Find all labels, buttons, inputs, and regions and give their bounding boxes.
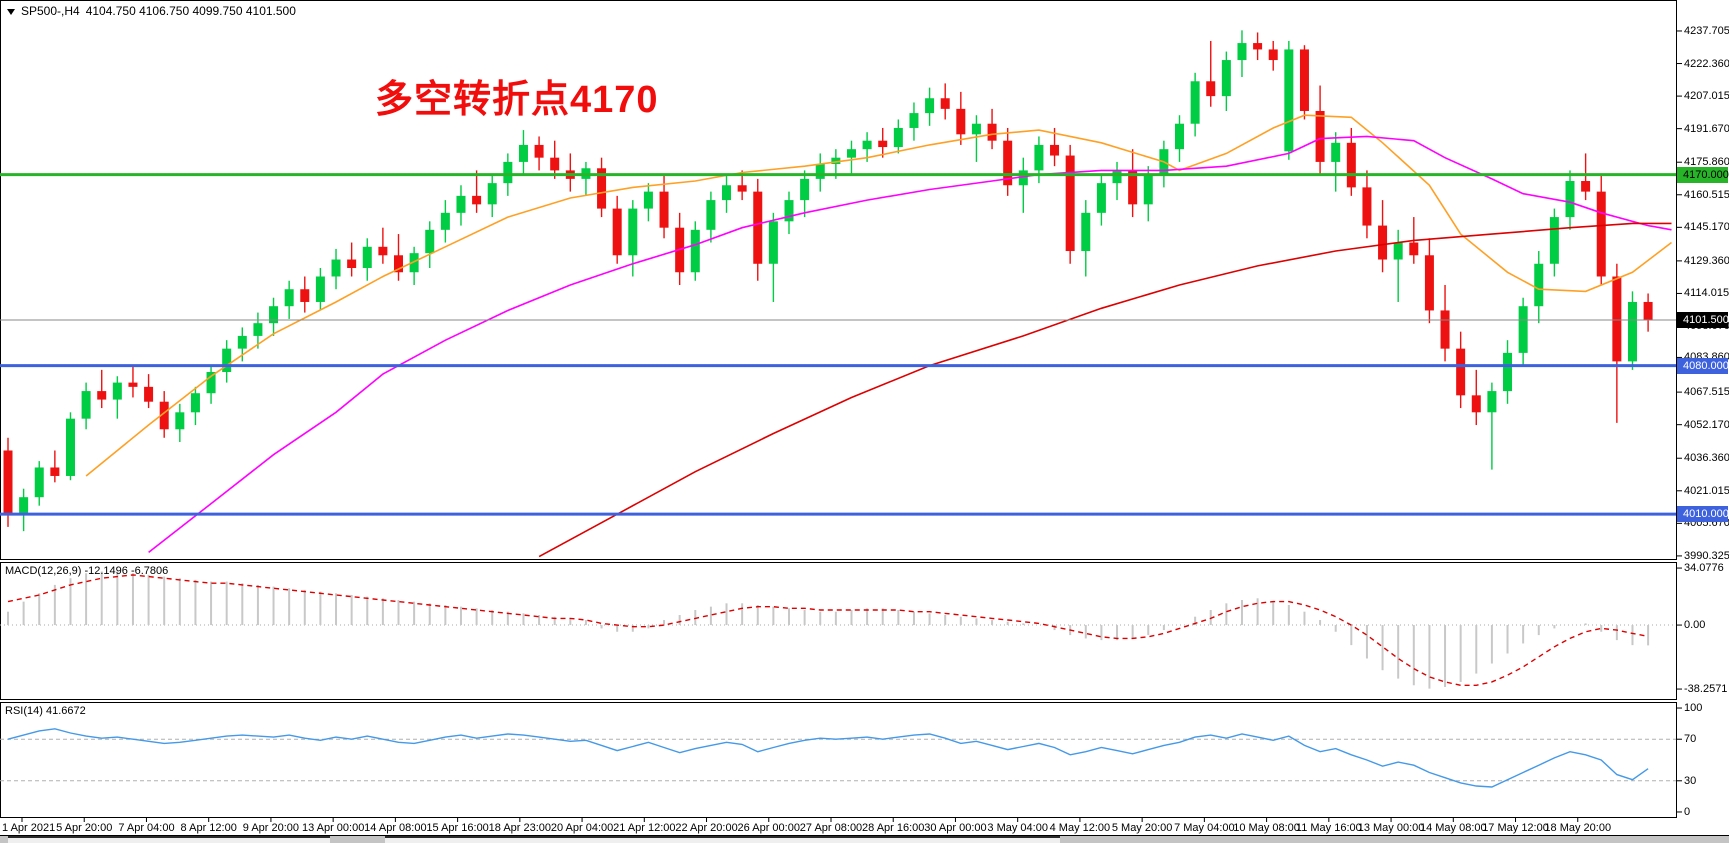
time-tick-label: 10 May 08:00 (1233, 822, 1300, 834)
ma-medium-magenta (148, 135, 1672, 554)
price-tick-label: 4067.515 (1684, 386, 1729, 399)
macd-indicator-label: MACD(12,26,9) -12.1496 -6.7806 (5, 565, 169, 577)
time-tick-label: 14 May 08:00 (1419, 822, 1487, 834)
macd-tick-label: 34.0776 (1684, 562, 1724, 575)
price-tick-label: 4114.015 (1684, 287, 1729, 300)
price-tick-label: 3990.325 (1684, 549, 1729, 562)
time-tick-label: 20 Apr 04:00 (550, 822, 614, 834)
time-tick-label: 7 May 04:00 (1174, 822, 1235, 834)
taskbar-button-edge (385, 836, 1060, 843)
time-tick-label: 8 Apr 12:00 (180, 822, 237, 834)
hline-price-label: 4170.000 (1677, 166, 1729, 183)
rsi-tick-label: 30 (1684, 774, 1697, 787)
time-tick-label: 22 Apr 20:00 (675, 822, 738, 834)
time-tick-label: 15 Apr 16:00 (426, 822, 489, 834)
time-tick-label: 5 Apr 20:00 (56, 822, 113, 834)
price-tick-label: 4222.360 (1684, 57, 1729, 70)
price-tick-label: 4036.360 (1684, 452, 1729, 465)
time-tick-label: 13 Apr 00:00 (301, 822, 365, 834)
current-price-label: 4101.500 (1677, 312, 1729, 328)
price-tick-label: 4191.670 (1684, 122, 1729, 135)
symbol-label: SP500-,H4 (21, 4, 80, 18)
time-tick-label: 18 Apr 23:00 (488, 822, 552, 834)
price-tick-label: 4160.515 (1684, 188, 1729, 201)
rsi-tick-label: 100 (1684, 702, 1703, 715)
rsi-tick-label: 0 (1684, 805, 1691, 818)
time-tick-label: 28 Apr 16:00 (862, 822, 925, 834)
ohlc-values: 4104.750 4106.750 4099.750 4101.500 (85, 4, 296, 18)
hline-price-label: 4080.000 (1677, 357, 1729, 374)
price-tick-label: 4129.360 (1684, 254, 1729, 267)
time-tick-label: 14 Apr 08:00 (364, 822, 427, 834)
price-tick-label: 4021.015 (1684, 484, 1729, 497)
time-tick-label: 9 Apr 20:00 (242, 822, 300, 834)
time-tick-label: 17 May 12:00 (1482, 822, 1549, 834)
time-tick-label: 30 Apr 00:00 (924, 822, 987, 834)
taskbar-edge (0, 836, 1729, 843)
chart-annotation-text: 多空转折点4170 (375, 79, 659, 121)
time-tick-label: 3 May 04:00 (987, 822, 1048, 834)
time-tick-label: 18 May 20:00 (1544, 822, 1612, 834)
macd-tick-label: 0.00 (1684, 619, 1706, 632)
price-tick-label: 4175.860 (1684, 156, 1729, 169)
hline-price-label: 4010.000 (1677, 506, 1729, 523)
rsi-indicator-label: RSI(14) 41.6672 (5, 705, 86, 717)
price-tick-label: 4052.170 (1684, 418, 1729, 431)
time-axis[interactable]: 1 Apr 2021 5 Apr 20:00 7 Apr 04:00 8 Apr 12… (0, 818, 1729, 836)
price-tick-label: 4237.705 (1684, 24, 1729, 37)
price-axis[interactable]: 4237.705 4222.360 4207.015 4191.670 4175.860… (1676, 0, 1729, 818)
time-tick-label: 26 Apr 00:00 (737, 822, 800, 834)
ma-slow-red (538, 222, 1672, 558)
price-tick-label: 4207.015 (1684, 90, 1729, 103)
time-tick-label: 21 Apr 12:00 (613, 822, 676, 834)
time-tick-label: 27 Apr 08:00 (799, 822, 863, 834)
price-tick-label: 4145.170 (1684, 221, 1729, 234)
taskbar-button-edge (8, 836, 330, 843)
symbol-dropdown-icon[interactable] (7, 9, 15, 15)
symbol-info: SP500-,H4 4104.750 4106.750 4099.750 410… (7, 4, 296, 18)
macd-tick-label: -38.2571 (1684, 683, 1728, 696)
time-tick-label: 5 May 20:00 (1111, 822, 1173, 834)
time-tick-label: 13 May 00:00 (1357, 822, 1425, 834)
time-tick-label: 11 May 16:00 (1295, 822, 1362, 834)
time-tick-label: 7 Apr 04:00 (118, 822, 175, 834)
time-tick-label: 4 May 12:00 (1049, 822, 1111, 834)
rsi-tick-label: 70 (1684, 733, 1697, 746)
ma-fast-orange (85, 114, 1672, 477)
time-tick-label: 1 Apr 2021 (2, 822, 56, 834)
